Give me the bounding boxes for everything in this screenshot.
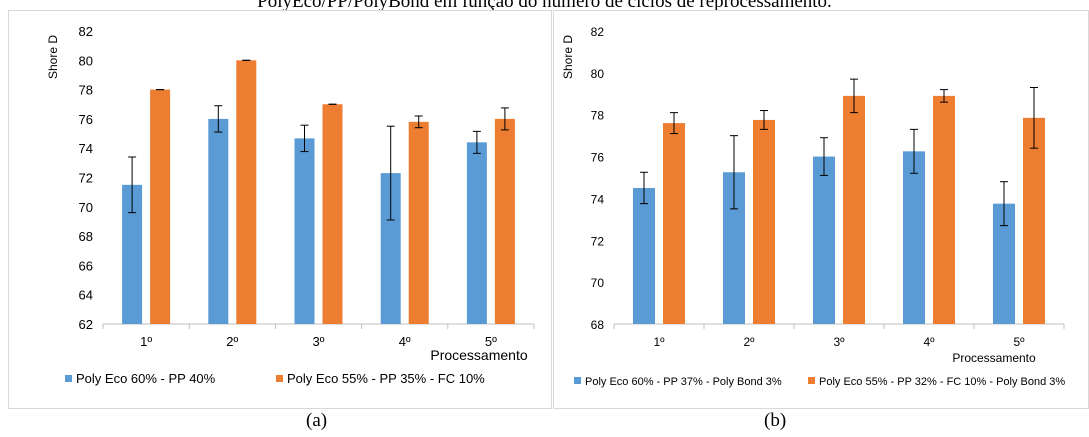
y-tick-label: 72 [591,234,605,248]
y-tick-label: 82 [591,25,605,39]
x-tick-label: 1º [653,335,665,349]
x-axis-label: Processamento [952,351,1036,365]
y-tick-label: 80 [591,67,605,81]
bar [294,138,315,324]
y-tick-label: 80 [79,53,93,68]
y-axis-label: Shore D [46,35,60,79]
y-tick-label: 68 [79,229,93,244]
bar [633,187,655,324]
bar [466,142,487,324]
y-tick-label: 68 [591,318,605,332]
x-tick-label: 5º [485,334,497,349]
bar [408,121,429,324]
bar [903,151,925,324]
y-tick-label: 78 [79,83,93,98]
y-tick-label: 82 [79,24,93,39]
y-tick-label: 72 [79,171,93,186]
y-tick-label: 74 [79,141,93,156]
x-axis-label: Processamento [430,347,527,363]
legend-entry: Poly Eco 60% - PP 40% [76,371,216,386]
bar [813,156,835,324]
bar [150,89,171,324]
x-tick-label: 1º [140,334,152,349]
chart-panel-a: 62 64 66 68 70 72 74 76 78 80 82 1º 2º 3º 4º 5º Shore D P… [8,10,552,409]
bar [753,119,775,324]
bar [494,118,515,325]
chart-b: 68 70 72 74 76 78 80 82 1º 2º 3º 4º 5º Shore D Process… [561,25,1065,388]
bar [933,95,955,324]
legend-entry: Poly Eco 55% - PP 32% - FC 10% - Poly Bo… [819,376,1065,388]
panel-label-b: (b) [764,410,787,431]
y-tick-label: 76 [79,112,93,127]
legend-entry: Poly Eco 60% - PP 37% - Poly Bond 3% [585,376,782,388]
bar [380,173,401,324]
bar [1023,117,1045,324]
x-tick-label: 4º [923,335,935,349]
x-tick-label: 2º [743,335,755,349]
y-tick-label: 70 [79,200,93,215]
bar [723,172,745,324]
bar [993,203,1015,324]
y-tick-label: 70 [591,276,605,290]
legend-swatch [574,377,581,384]
y-tick-label: 78 [591,109,605,123]
bar [663,123,685,324]
bar [843,95,865,324]
y-tick-label: 66 [79,258,93,273]
bar [236,60,257,325]
y-tick-label: 74 [591,192,605,206]
x-tick-label: 3º [313,334,325,349]
bar [122,184,143,324]
y-tick-label: 62 [79,317,93,332]
figure-caption: PolyEco/PP/PolyBond em função do número … [257,0,832,12]
legend-swatch [808,377,815,384]
x-tick-label: 4º [399,334,411,349]
bar [208,118,229,325]
y-axis-label: Shore D [561,35,575,79]
chart-panel-b: 68 70 72 74 76 78 80 82 1º 2º 3º 4º 5º Shore D Process… [553,10,1089,409]
x-tick-label: 5º [1013,335,1025,349]
legend-swatch [276,375,283,382]
y-tick-label: 64 [79,288,93,303]
chart-a: 62 64 66 68 70 72 74 76 78 80 82 1º 2º 3º 4º 5º Shore D P… [46,24,535,386]
legend-entry: Poly Eco 55% - PP 35% - FC 10% [287,371,485,386]
panel-label-a: (a) [306,410,328,431]
bar [322,104,343,324]
y-tick-label: 76 [591,151,605,165]
x-tick-label: 3º [833,335,845,349]
x-tick-label: 2º [226,334,238,349]
legend-swatch [65,375,72,382]
